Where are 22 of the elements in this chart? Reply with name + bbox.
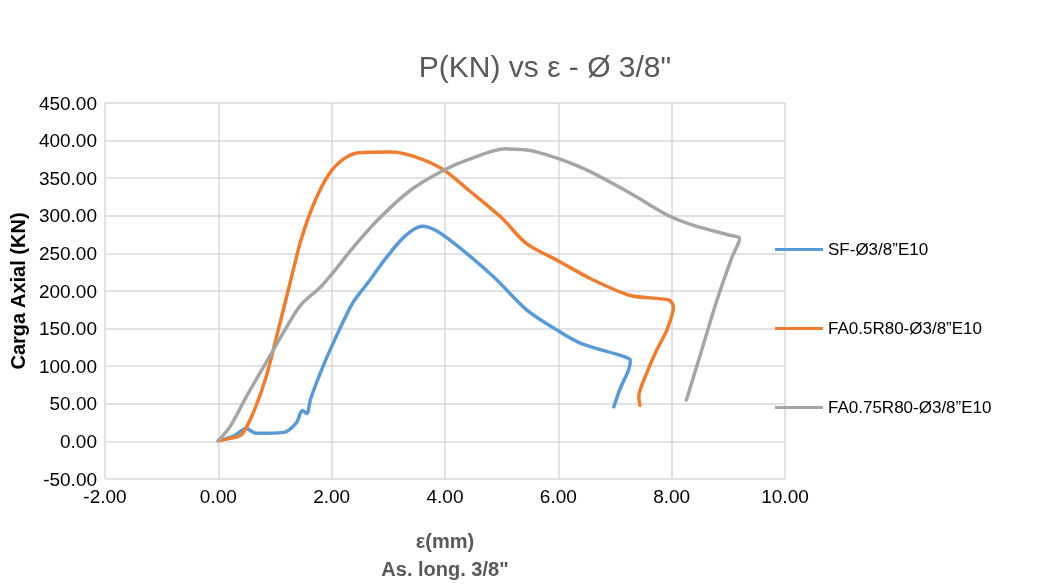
legend-label: SF-Ø3/8”E10	[828, 240, 929, 259]
y-tick-label: 0.00	[60, 430, 98, 452]
y-tick-label: 100.00	[38, 355, 98, 377]
y-tick-label: 200.00	[38, 280, 98, 302]
y-tick-label: 250.00	[38, 242, 98, 264]
y-tick-label: 50.00	[49, 393, 98, 415]
y-tick-label: 300.00	[38, 205, 98, 227]
y-tick-label: 350.00	[38, 167, 98, 189]
x-tick-label: 4.00	[426, 486, 464, 507]
chart-title: P(KN) vs ε - Ø 3/8"	[418, 49, 672, 83]
legend-label: FA0.75R80-Ø3/8”E10	[828, 398, 992, 417]
y-tick-label: 450.00	[38, 92, 98, 114]
x-tick-label: 2.00	[313, 486, 351, 507]
legend-label: FA0.5R80-Ø3/8”E10	[828, 319, 983, 338]
x-axis-title: ε(mm) As. long. 3/8"	[381, 530, 509, 580]
y-tick-label: 150.00	[38, 318, 98, 340]
x-tick-label: 6.00	[539, 486, 577, 507]
x-tick-label: 0.00	[199, 486, 237, 507]
y-axis-title: Carga Axial (KN)	[7, 212, 29, 370]
x-tick-label: 8.00	[653, 486, 691, 507]
y-tick-label: 400.00	[38, 130, 98, 152]
x-tick-label: 10.00	[761, 486, 809, 507]
